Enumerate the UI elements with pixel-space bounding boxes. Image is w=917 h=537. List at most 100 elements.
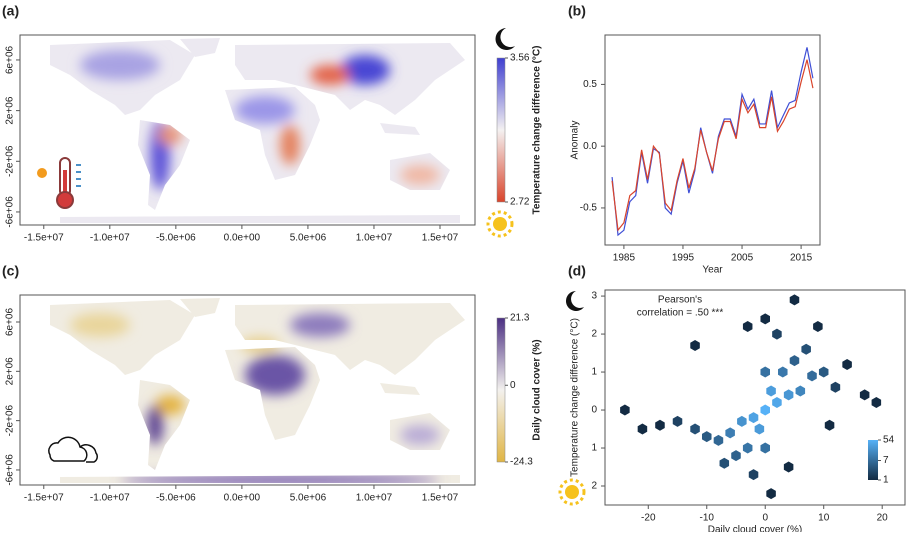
- hexbin-cell: [620, 404, 630, 416]
- y-tick-label: 3: [591, 291, 597, 302]
- colorbar-title: Daily cloud cover (%): [532, 339, 543, 440]
- y-tick-label: 1: [591, 443, 597, 454]
- hexbin-cell: [672, 415, 683, 427]
- hexbin-cell: [818, 366, 829, 378]
- hexbin-cell: [731, 450, 741, 462]
- hexbin-cell: [690, 423, 700, 435]
- x-tick-label: 1995: [672, 253, 695, 264]
- y-tick-label: 1: [591, 367, 597, 378]
- colorbar-title: Temperature change difference (°C): [532, 46, 543, 215]
- line-series: [611, 47, 814, 237]
- hexbin-cell: [807, 370, 817, 382]
- moon-icon: [566, 291, 584, 312]
- colorbar-tick-label: 3.56: [510, 53, 530, 64]
- hexbin-cell: [719, 457, 730, 469]
- x-tick-label: -1.5e+07: [24, 493, 64, 504]
- y-tick-label: 2: [591, 481, 597, 492]
- y-tick-label: 0.0: [583, 141, 597, 152]
- legend-colorbar: [868, 440, 878, 480]
- y-tick-label: 2e+06: [5, 96, 16, 125]
- panel-label: (d): [568, 263, 586, 279]
- hexbin-cell: [766, 488, 776, 500]
- hexbin-cell: [789, 294, 800, 306]
- hexbin-cell: [783, 461, 794, 473]
- colorbar-tick-label: 21.3: [510, 313, 530, 324]
- x-tick-label: 5.0e+06: [290, 493, 327, 504]
- y-tick-label: 2: [591, 329, 597, 340]
- x-tick-label: -20: [641, 513, 656, 524]
- y-tick-label: -6e+06: [5, 196, 16, 228]
- x-tick-label: 0.0e+00: [224, 493, 261, 504]
- plot-frame: [19, 294, 476, 486]
- hexbin-cell: [760, 313, 770, 325]
- x-tick-label: 5.0e+06: [290, 233, 327, 244]
- y-tick-label: -2e+06: [5, 145, 16, 177]
- colorbar-tick-label: 2.72: [510, 197, 530, 208]
- sun-icon: [486, 210, 514, 238]
- x-tick-label: 10: [818, 513, 830, 524]
- plot-frame: [604, 34, 821, 246]
- hexbin-cell: [637, 423, 648, 435]
- moon-icon: [495, 28, 515, 50]
- line-series: [611, 59, 814, 232]
- annotation: correlation = .50 ***: [637, 308, 724, 319]
- hexbin-cell: [748, 469, 759, 481]
- cloud-icon: [48, 436, 98, 463]
- x-tick-label: -1.5e+07: [24, 233, 64, 244]
- hexbin-cell: [783, 389, 794, 401]
- hexbin-cell: [789, 355, 800, 367]
- x-tick-label: 1985: [613, 253, 636, 264]
- map-a-land: [50, 38, 465, 223]
- x-tick-label: 20: [877, 513, 889, 524]
- hexbin-cell: [754, 423, 765, 435]
- colorbar-tick-label: -24.3: [510, 457, 533, 468]
- y-tick-label: 2e+06: [5, 357, 16, 386]
- map-c-land: [50, 298, 465, 483]
- hexbin-cell: [795, 385, 806, 397]
- hexbin-cell: [813, 320, 823, 332]
- hexbin-cell: [748, 412, 759, 424]
- colorbar: [496, 57, 506, 203]
- x-tick-label: -10: [700, 513, 715, 524]
- x-tick-label: -5.0e+06: [156, 233, 196, 244]
- sun-icon: [558, 478, 586, 506]
- hexbin-cell: [713, 434, 724, 446]
- x-tick-label: 1.5e+07: [422, 233, 459, 244]
- hexbin-cell: [871, 396, 882, 408]
- y-axis-label: Anomaly: [570, 121, 581, 160]
- hexbin-cell: [801, 343, 811, 355]
- hexbin-cell: [737, 415, 747, 427]
- panel-label: (c): [2, 263, 19, 279]
- y-tick-label: -6e+06: [5, 454, 16, 486]
- legend-tick-label: 54: [883, 435, 895, 446]
- x-tick-label: 1.0e+07: [356, 233, 393, 244]
- y-tick-label: 6e+06: [5, 308, 16, 337]
- panel-label: (a): [2, 3, 19, 19]
- panel-label: (b): [568, 3, 586, 19]
- hexbin-cell: [772, 328, 782, 340]
- annotation: Pearson's: [658, 295, 702, 306]
- x-axis-label: Daily cloud cover (%): [708, 525, 802, 532]
- hexbin-cell: [766, 385, 776, 397]
- x-tick-label: 1.5e+07: [422, 493, 459, 504]
- y-tick-label: -0.5: [580, 203, 598, 214]
- hexbin-cell: [725, 427, 735, 439]
- x-tick-label: 1.0e+07: [356, 493, 393, 504]
- hexbin-cell: [655, 419, 665, 431]
- y-tick-label: 0.5: [583, 79, 597, 90]
- hexbin-cell: [842, 358, 852, 370]
- thermometer-icon: [37, 157, 81, 209]
- x-tick-label: 2015: [790, 253, 813, 264]
- hexbin-cell: [760, 404, 770, 416]
- x-tick-label: 0: [762, 513, 768, 524]
- hexbin-cell: [760, 366, 770, 378]
- x-tick-label: 0.0e+00: [224, 233, 261, 244]
- colorbar: [496, 317, 506, 463]
- hexbin-cell: [742, 320, 753, 332]
- colorbar-tick-label: 0: [510, 380, 516, 391]
- y-tick-label: 0: [591, 405, 597, 416]
- hexbin-cell: [859, 389, 870, 401]
- y-tick-label: -2e+06: [5, 404, 16, 436]
- x-tick-label: 2005: [731, 253, 754, 264]
